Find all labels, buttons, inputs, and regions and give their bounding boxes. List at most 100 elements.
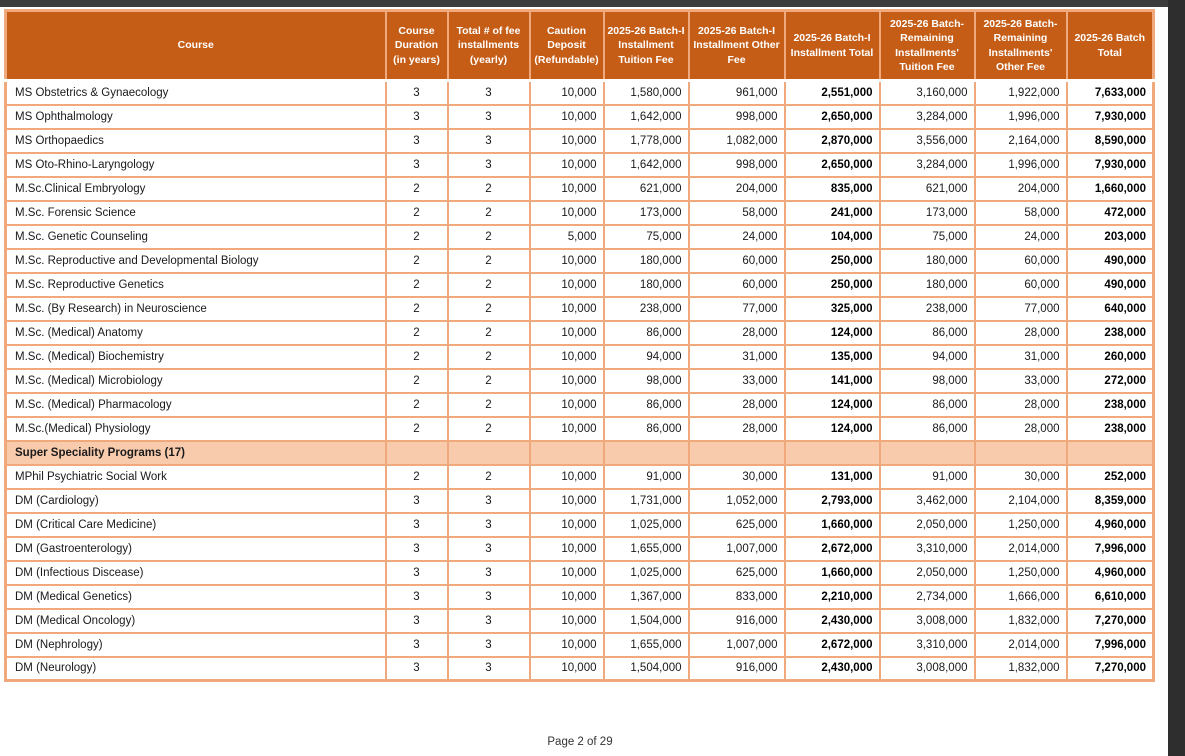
course-cell: MS Obstetrics & Gynaecology <box>4 79 387 106</box>
remaining-other-fee-cell: 31,000 <box>973 343 1068 370</box>
batch1-total-cell: 325,000 <box>783 295 881 322</box>
course-cell: MS Oto-Rhino-Laryngology <box>4 151 387 178</box>
batch1-total-cell: 2,430,000 <box>783 607 881 634</box>
batch1-other-fee-cell: 916,000 <box>687 607 786 634</box>
duration-cell: 3 <box>384 607 449 634</box>
remaining-tuition-fee-cell: 3,284,000 <box>878 151 976 178</box>
batch1-total-cell: 835,000 <box>783 175 881 202</box>
installments-cell: 2 <box>446 415 531 442</box>
batch1-total-cell: 2,430,000 <box>783 655 881 682</box>
remaining-other-fee-cell: 28,000 <box>973 319 1068 346</box>
batch-total-cell: 8,359,000 <box>1065 487 1155 514</box>
remaining-tuition-fee-cell: 3,556,000 <box>878 127 976 154</box>
installments-cell: 3 <box>446 559 531 586</box>
caution-deposit-cell: 10,000 <box>528 175 605 202</box>
remaining-other-fee-cell: 60,000 <box>973 271 1068 298</box>
table-row: M.Sc.(Medical) Physiology 2 2 10,000 86,000 2… <box>4 415 1155 442</box>
batch1-total-cell: 250,000 <box>783 271 881 298</box>
course-cell: M.Sc. Reproductive Genetics <box>4 271 387 298</box>
course-cell: M.Sc.Clinical Embryology <box>4 175 387 202</box>
batch1-other-fee-cell: 625,000 <box>687 559 786 586</box>
remaining-tuition-fee-cell: 75,000 <box>878 223 976 250</box>
remaining-other-fee-cell: 2,104,000 <box>973 487 1068 514</box>
batch1-other-fee-cell: 961,000 <box>687 79 786 106</box>
table-row: MPhil Psychiatric Social Work 2 2 10,000 91,… <box>4 463 1155 490</box>
duration-cell: 3 <box>384 151 449 178</box>
caution-deposit-cell: 10,000 <box>528 415 605 442</box>
batch-total-cell: 490,000 <box>1065 247 1155 274</box>
caution-deposit-cell: 10,000 <box>528 463 605 490</box>
installments-cell: 2 <box>446 367 531 394</box>
caution-deposit-cell: 10,000 <box>528 655 605 682</box>
batch1-other-fee-cell: 998,000 <box>687 103 786 130</box>
batch-total-cell: 1,660,000 <box>1065 175 1155 202</box>
batch1-total-cell: 1,660,000 <box>783 511 881 538</box>
remaining-tuition-fee-cell: 2,734,000 <box>878 583 976 610</box>
batch-total-cell: 7,930,000 <box>1065 151 1155 178</box>
batch-total-cell: 6,610,000 <box>1065 583 1155 610</box>
batch1-total-cell: 2,210,000 <box>783 583 881 610</box>
batch1-other-fee-cell: 28,000 <box>687 415 786 442</box>
batch1-tuition-fee-cell: 86,000 <box>602 319 690 346</box>
batch1-tuition-fee-cell <box>602 439 690 466</box>
installments-cell: 2 <box>446 223 531 250</box>
page-number: Page 2 of 29 <box>547 736 613 748</box>
batch1-tuition-fee-cell: 173,000 <box>602 199 690 226</box>
batch1-tuition-fee-cell: 180,000 <box>602 247 690 274</box>
table-row: M.Sc.Clinical Embryology 2 2 10,000 621,000 2… <box>4 175 1155 202</box>
caution-deposit-cell: 10,000 <box>528 511 605 538</box>
caution-deposit-cell: 10,000 <box>528 367 605 394</box>
remaining-other-fee-cell: 1,996,000 <box>973 103 1068 130</box>
remaining-tuition-fee-cell: 86,000 <box>878 415 976 442</box>
remaining-other-fee-cell: 1,832,000 <box>973 655 1068 682</box>
batch1-other-fee-cell: 1,007,000 <box>687 631 786 658</box>
batch1-total-cell: 124,000 <box>783 391 881 418</box>
duration-cell: 3 <box>384 631 449 658</box>
table-row: M.Sc. (Medical) Pharmacology 2 2 10,000 86,0… <box>4 391 1155 418</box>
table-row: M.Sc. (Medical) Biochemistry 2 2 10,000 94,0… <box>4 343 1155 370</box>
column-header-duration: Course Duration (in years) <box>384 9 449 82</box>
remaining-tuition-fee-cell: 3,310,000 <box>878 631 976 658</box>
batch1-other-fee-cell: 28,000 <box>687 391 786 418</box>
column-header-batch-total: 2025-26 Batch Total <box>1065 9 1155 82</box>
remaining-tuition-fee-cell: 3,462,000 <box>878 487 976 514</box>
batch-total-cell: 4,960,000 <box>1065 559 1155 586</box>
caution-deposit-cell: 10,000 <box>528 343 605 370</box>
fee-table-header: Course Course Duration (in years) Total # … <box>4 9 1155 82</box>
remaining-other-fee-cell: 1,666,000 <box>973 583 1068 610</box>
installments-cell: 2 <box>446 199 531 226</box>
batch1-tuition-fee-cell: 1,655,000 <box>602 535 690 562</box>
batch-total-cell: 7,270,000 <box>1065 655 1155 682</box>
duration-cell: 3 <box>384 127 449 154</box>
course-cell: M.Sc. (By Research) in Neuroscience <box>4 295 387 322</box>
fee-schedule-page: Course Course Duration (in years) Total # … <box>4 9 1155 682</box>
caution-deposit-cell: 10,000 <box>528 199 605 226</box>
table-row: M.Sc. Reproductive and Developmental Bio… <box>4 247 1155 274</box>
duration-cell: 3 <box>384 79 449 106</box>
installments-cell: 2 <box>446 247 531 274</box>
remaining-other-fee-cell: 1,832,000 <box>973 607 1068 634</box>
batch1-total-cell: 135,000 <box>783 343 881 370</box>
duration-cell: 2 <box>384 463 449 490</box>
installments-cell: 2 <box>446 343 531 370</box>
remaining-tuition-fee-cell <box>878 439 976 466</box>
table-row: M.Sc. (Medical) Anatomy 2 2 10,000 86,000 28,… <box>4 319 1155 346</box>
batch1-total-cell: 131,000 <box>783 463 881 490</box>
table-row: DM (Medical Genetics) 3 3 10,000 1,367,000 83… <box>4 583 1155 610</box>
batch1-total-cell: 124,000 <box>783 415 881 442</box>
course-cell: MS Orthopaedics <box>4 127 387 154</box>
table-row: DM (Cardiology) 3 3 10,000 1,731,000 1,052,00… <box>4 487 1155 514</box>
remaining-other-fee-cell: 2,014,000 <box>973 631 1068 658</box>
remaining-tuition-fee-cell: 3,008,000 <box>878 655 976 682</box>
batch-total-cell: 238,000 <box>1065 391 1155 418</box>
batch1-total-cell: 241,000 <box>783 199 881 226</box>
remaining-other-fee-cell <box>973 439 1068 466</box>
batch1-total-cell: 2,672,000 <box>783 631 881 658</box>
installments-cell: 3 <box>446 631 531 658</box>
table-row: M.Sc. Genetic Counseling 2 2 5,000 75,000 24,… <box>4 223 1155 250</box>
installments-cell: 3 <box>446 607 531 634</box>
batch1-total-cell: 2,793,000 <box>783 487 881 514</box>
course-cell: DM (Infectious Discease) <box>4 559 387 586</box>
duration-cell: 2 <box>384 247 449 274</box>
caution-deposit-cell: 10,000 <box>528 103 605 130</box>
